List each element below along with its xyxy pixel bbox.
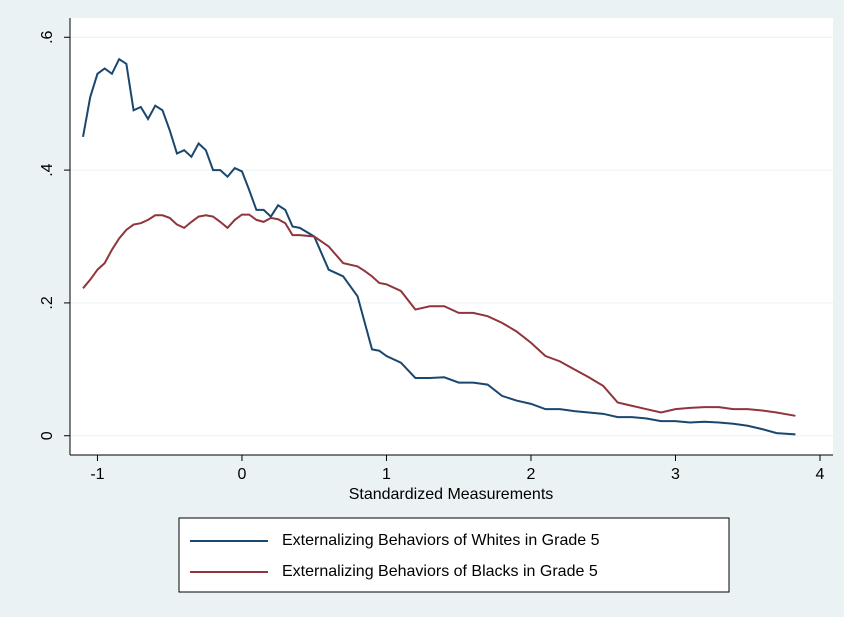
x-tick-label: -1 (90, 466, 104, 483)
legend (178, 517, 730, 593)
x-tick-label: 1 (382, 466, 391, 483)
legend-label: Externalizing Behaviors of Blacks in Gra… (282, 563, 598, 580)
plot-area (70, 18, 833, 455)
legend-label: Externalizing Behaviors of Whites in Gra… (282, 532, 600, 549)
series-line (82, 57, 796, 436)
y-tick-label: 0 (39, 431, 56, 440)
x-tick-label: 3 (671, 466, 680, 483)
y-tick-label: .6 (39, 30, 56, 43)
x-axis-label: Standardized Measurements (349, 486, 554, 503)
series-line (82, 213, 796, 417)
x-tick-label: 4 (816, 466, 825, 483)
x-tick-label: 2 (527, 466, 536, 483)
y-tick-label: .2 (39, 296, 56, 309)
x-tick-label: 0 (238, 466, 247, 483)
y-tick-label: .4 (39, 163, 56, 176)
